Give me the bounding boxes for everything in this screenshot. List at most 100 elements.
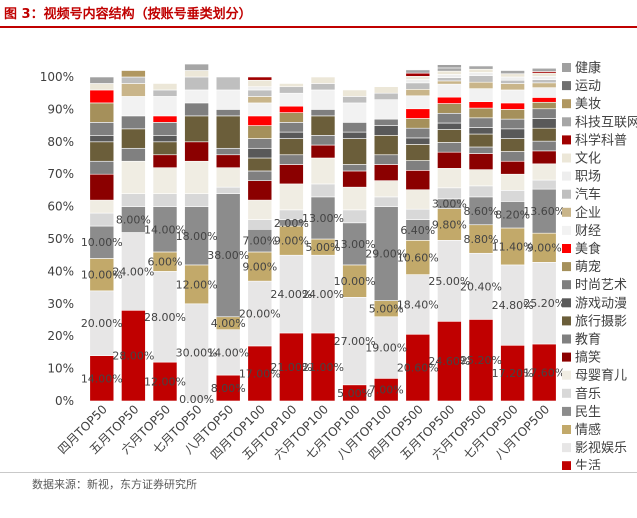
data-label: 24.80% (492, 299, 534, 312)
data-label: 20.60% (397, 362, 439, 375)
data-label: 8.20% (495, 209, 530, 222)
bar-segment (247, 170, 273, 181)
data-label: 8.80% (464, 233, 499, 246)
data-label: 19.00% (365, 342, 407, 355)
legend-swatch (562, 135, 571, 145)
legend-label: 游戏动漫 (575, 296, 627, 311)
data-label: 10.00% (81, 236, 123, 249)
bar-segment (184, 193, 209, 207)
bar-segment (437, 67, 462, 72)
title-rule (0, 26, 637, 28)
bar-segment (405, 170, 431, 191)
bar-segment (152, 135, 178, 143)
bar-segment (184, 76, 209, 91)
bar-segment (500, 227, 525, 266)
y-tick-label: 70% (47, 167, 74, 181)
bar-segment (152, 122, 178, 136)
data-label: 9.80% (432, 218, 467, 231)
data-label: 27.00% (334, 335, 376, 348)
bar-segment (152, 96, 178, 117)
bar-segment (405, 82, 431, 90)
data-label: 14.00% (144, 223, 186, 236)
bar-segment (89, 199, 115, 214)
bar-segment (405, 274, 431, 335)
legend-label: 生活 (575, 459, 601, 470)
bar-segment (500, 138, 525, 152)
data-label: 8.60% (464, 205, 499, 218)
bar-segment (373, 135, 399, 156)
bar-segment (531, 87, 557, 98)
bar-segment (215, 109, 241, 117)
bar-segment (121, 96, 146, 117)
bar-segment (531, 232, 557, 263)
bar-segment (437, 74, 462, 78)
data-labels: 14.00% 20.00% 10.00% 10.00% 28.00% 24.00% 8.00… (81, 198, 565, 406)
bar-segment (89, 225, 115, 259)
bar-segment (405, 79, 431, 84)
bar-segment (342, 131, 367, 139)
bar-segment (310, 183, 336, 198)
legend-label: 母婴育儿 (575, 368, 627, 384)
bar-segment (152, 193, 178, 207)
legend-label: 民生 (575, 405, 601, 420)
bar-segment (468, 169, 494, 187)
bar-segment (468, 319, 494, 402)
legend-label: 美食 (575, 241, 601, 257)
bar-segment (531, 150, 557, 165)
data-label: 24.00% (302, 288, 344, 301)
bar-segment (531, 67, 557, 72)
data-label: 14.00% (207, 346, 249, 359)
bar-segment (89, 102, 115, 123)
bar-segment (310, 89, 336, 110)
bar-segment (247, 102, 273, 117)
data-label: 11.40% (492, 240, 534, 253)
bar-segment (310, 83, 336, 91)
bar-segment (500, 160, 525, 175)
bar-segment (468, 101, 494, 109)
bar-segment (437, 83, 462, 98)
bar-segment (215, 329, 241, 376)
legend-label: 美妆 (575, 97, 601, 112)
legend-swatch (562, 316, 571, 326)
bar-segment (468, 68, 494, 73)
data-label: 17.60% (523, 366, 565, 379)
bar-segment (247, 138, 273, 149)
bar-segment (247, 79, 273, 88)
bar-segment (342, 209, 367, 224)
data-label: 6.00% (148, 256, 183, 269)
legend-label: 运动 (575, 79, 601, 94)
bar-segment (215, 147, 241, 156)
data-label: 10.00% (334, 275, 376, 288)
data-label: 3.00% (432, 198, 467, 211)
stacked-bar-chart: 0% 10% 20% 30% 40% 50% 60% 70% 80% 90% 100% 14.00%… (40, 60, 637, 470)
bar-segment (437, 208, 462, 241)
bar-segment (468, 107, 494, 119)
y-axis: 0% 10% 20% 30% 40% 50% 60% 70% 80% 90% 100% (40, 70, 74, 408)
bar-segment (184, 141, 209, 162)
bar-segment (152, 83, 178, 91)
bar-segment (247, 199, 273, 220)
data-label: 8.00% (116, 214, 151, 227)
data-label: 28.00% (144, 311, 186, 324)
data-label: 24.00% (112, 265, 154, 278)
data-label: 5.00% (369, 303, 404, 316)
bar-segment (215, 154, 241, 169)
bar-segment (405, 208, 431, 220)
bar-segment (247, 180, 273, 201)
bar-segment (247, 89, 273, 97)
bar-segment (405, 69, 431, 74)
bar-segment (531, 140, 557, 152)
bar-segment (121, 147, 146, 162)
source-rule (0, 472, 637, 473)
bar-segment (310, 109, 336, 117)
bar-segment (468, 88, 494, 102)
legend-label: 健康 (575, 60, 601, 76)
bar-segment (342, 164, 367, 172)
bar-segment (279, 131, 304, 139)
legend-swatch (562, 388, 571, 398)
bar-segment (89, 122, 115, 136)
bar-segment (468, 117, 494, 128)
data-label: 25.20% (460, 354, 502, 367)
bar-segment (184, 102, 209, 117)
bar-segment (89, 141, 115, 162)
